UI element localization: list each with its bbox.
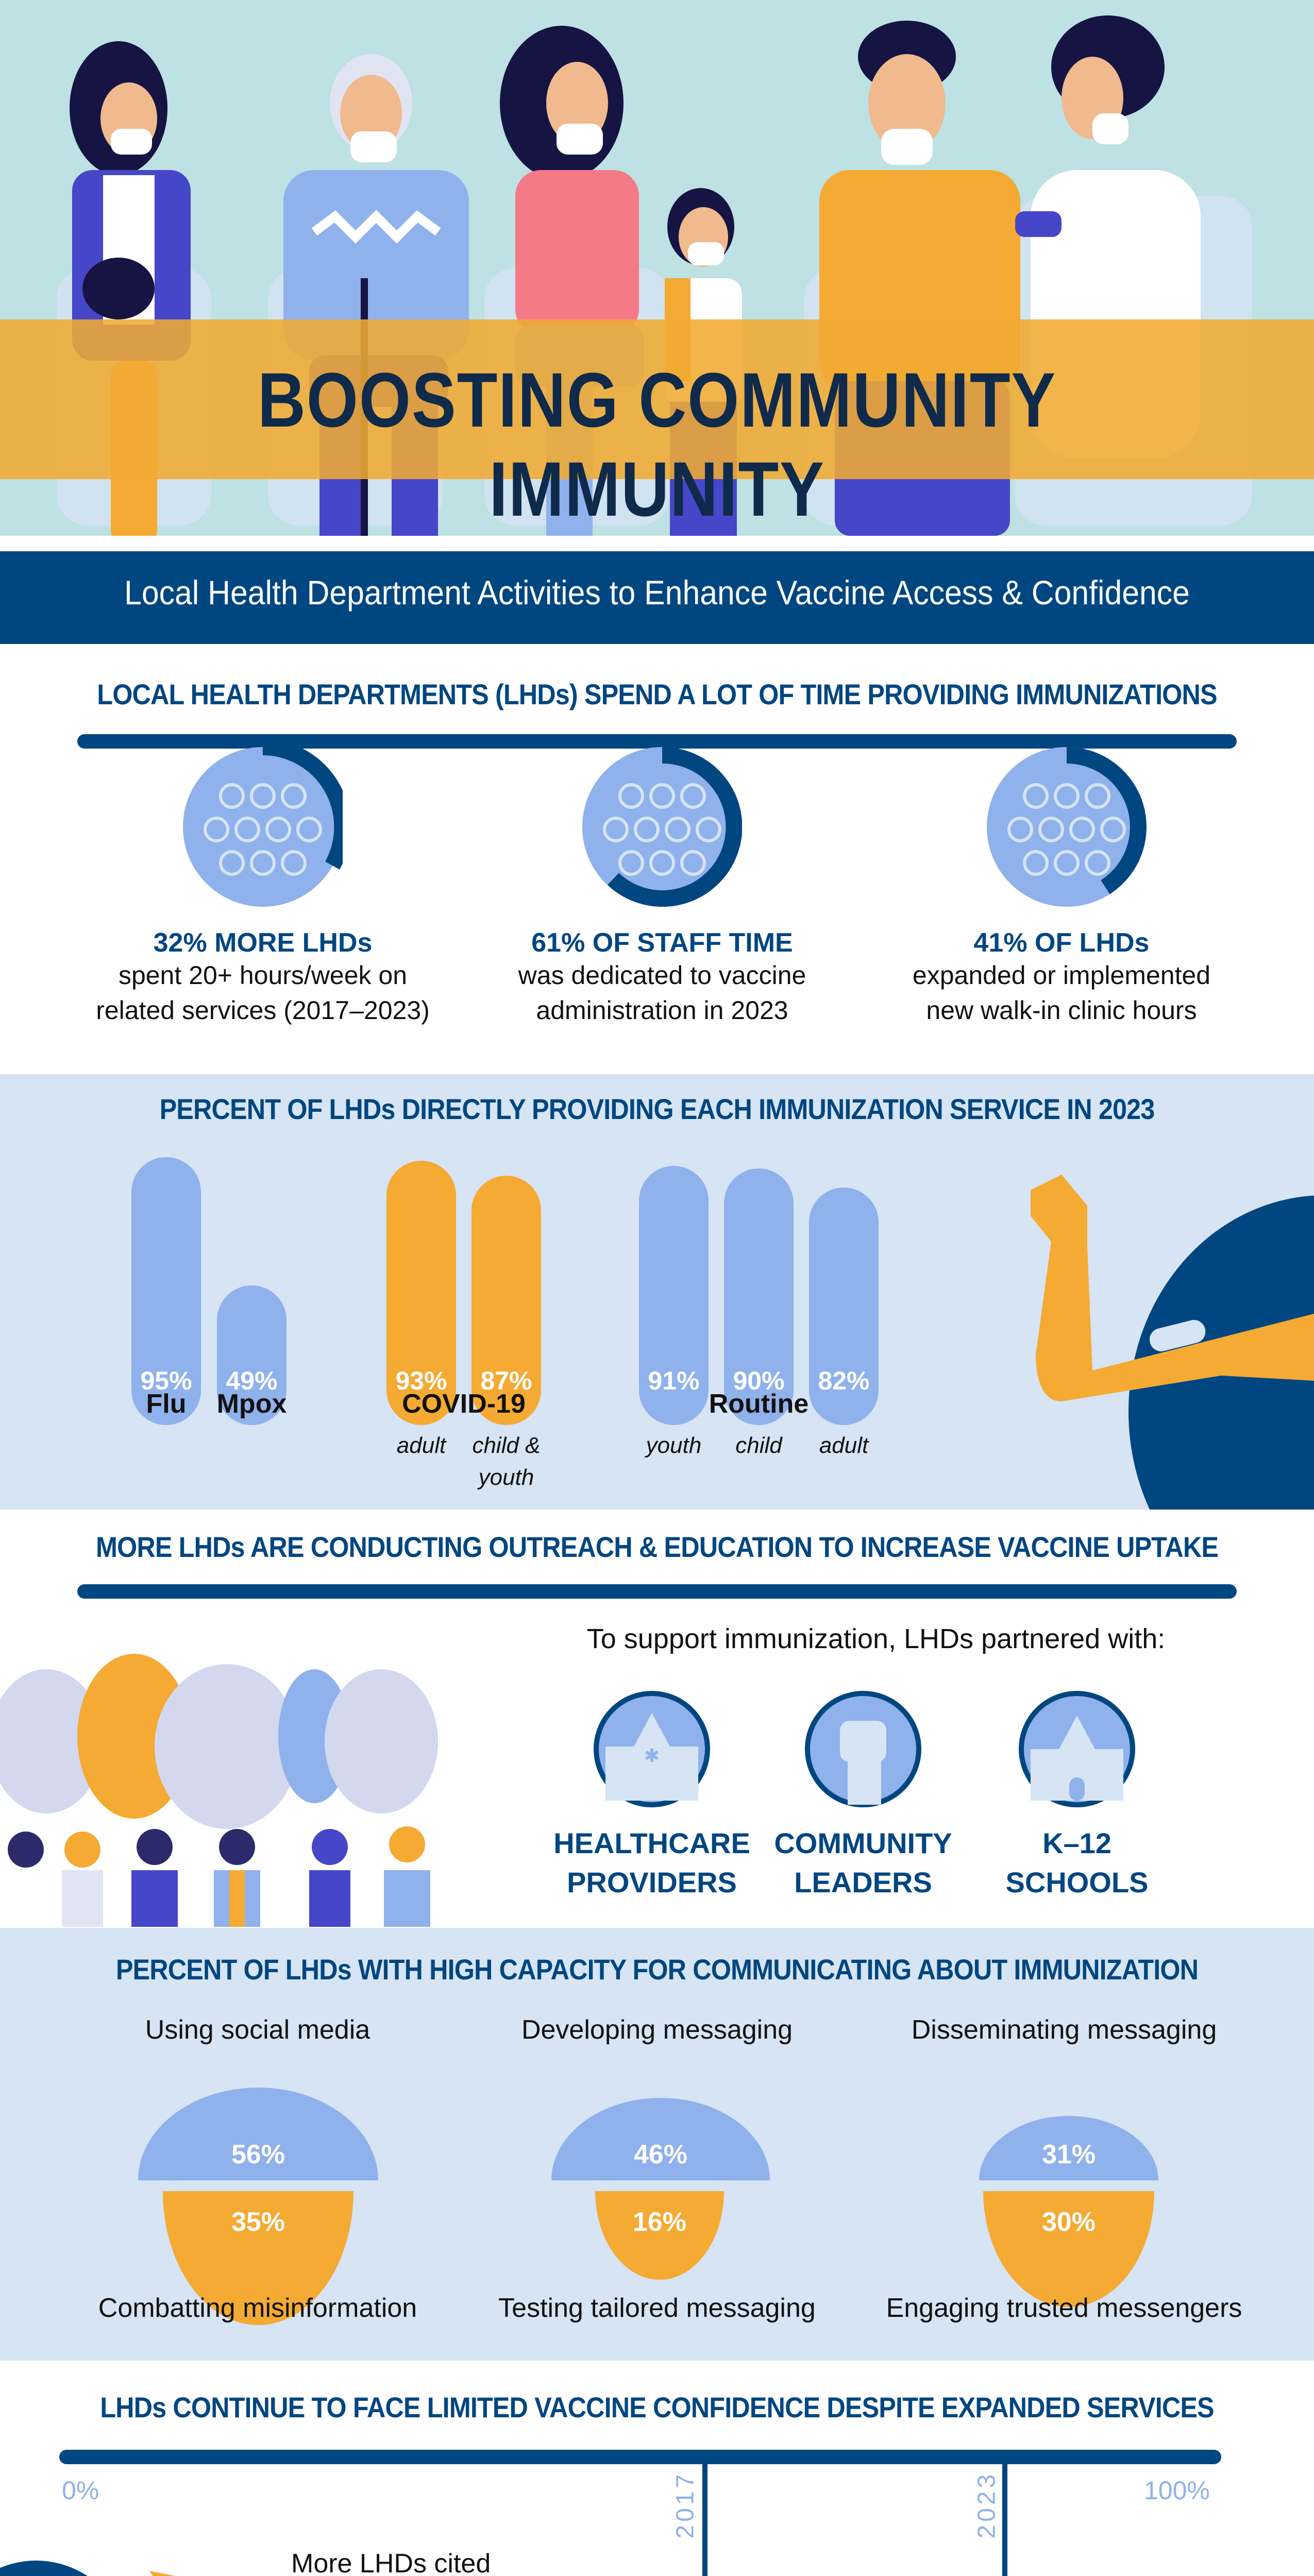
stat-circle-1 bbox=[183, 739, 351, 907]
stat-title: 32% MORE LHDs bbox=[153, 928, 373, 958]
partner-label-healthcare: HEALTHCARE PROVIDERS bbox=[549, 1824, 755, 1902]
raised-fist-icon bbox=[805, 1691, 921, 1807]
section-heading-outreach: MORE LHDs ARE CONDUCTING OUTREACH & EDUC… bbox=[95, 1531, 1219, 1563]
stopwatch-pattern-icon bbox=[582, 747, 743, 907]
category-label-routine: Routine bbox=[709, 1389, 809, 1419]
stat-desc-line: related services (2017–2023) bbox=[96, 995, 430, 1025]
speech-bubbles-people-illustration bbox=[0, 1654, 438, 1927]
subtitle-banner bbox=[0, 551, 1314, 644]
stopwatch-pattern-icon bbox=[183, 739, 351, 907]
vaccinated-arm-icon bbox=[1031, 1175, 1314, 1510]
year-label-2017: 2017 bbox=[671, 2471, 699, 2539]
bar-flu: 95% bbox=[131, 1157, 201, 1425]
capacity-label: Testing tailored messaging bbox=[498, 2293, 816, 2323]
partners-intro: To support immunization, LHDs partnered … bbox=[586, 1623, 1166, 1654]
svg-text:✱: ✱ bbox=[644, 1745, 660, 1767]
stat-circle-3 bbox=[987, 747, 1147, 907]
page-title: BOOSTING COMMUNITY IMMUNITY bbox=[257, 357, 1057, 532]
bar-covid-adult: 93% bbox=[386, 1161, 456, 1425]
capacity-label: Combatting misinformation bbox=[98, 2293, 417, 2323]
capacity-label: Developing messaging bbox=[521, 2015, 793, 2045]
stat-desc-line: administration in 2023 bbox=[536, 995, 788, 1025]
sub-label-line: youth bbox=[478, 1464, 534, 1490]
partner-label-line: HEALTHCARE bbox=[553, 1827, 750, 1859]
stat-title: 61% OF STAFF TIME bbox=[531, 928, 793, 958]
stopwatch-pattern-icon bbox=[987, 747, 1147, 907]
partner-label-line: PROVIDERS bbox=[567, 1866, 737, 1899]
year-label-2023: 2023 bbox=[973, 2471, 1001, 2539]
stat-block-2: 61% OF STAFF TIME was dedicated to vacci… bbox=[456, 927, 868, 1028]
stat-desc-line: expanded or implemented bbox=[912, 961, 1211, 990]
sub-label: child & youth bbox=[464, 1430, 549, 1493]
capacity-value: 31% bbox=[1041, 2140, 1096, 2170]
sub-label: child bbox=[735, 1433, 782, 1458]
capacity-value: 16% bbox=[632, 2207, 687, 2237]
section-heading-capacity: PERCENT OF LHDs WITH HIGH CAPACITY FOR C… bbox=[115, 1953, 1199, 1986]
capacity-label: Disseminating messaging bbox=[911, 2015, 1217, 2045]
axis-min-label: 0% bbox=[62, 2476, 99, 2505]
pin-line-2017 bbox=[702, 2456, 707, 2576]
text-line: More LHDs cited bbox=[291, 2549, 491, 2576]
partner-label-schools: K–12 SCHOOLS bbox=[974, 1824, 1180, 1902]
confidence-axis bbox=[59, 2450, 1221, 2464]
school-icon bbox=[1019, 1691, 1135, 1807]
partner-label-line: COMMUNITY bbox=[774, 1827, 952, 1859]
section-heading-time: LOCAL HEALTH DEPARTMENTS (LHDs) SPEND A … bbox=[97, 678, 1217, 710]
rising-arrow-icon bbox=[0, 2561, 175, 2576]
capacity-label: Engaging trusted messengers bbox=[886, 2293, 1242, 2323]
category-label-covid: COVID-19 bbox=[402, 1389, 526, 1419]
bar-routine-youth: 91% bbox=[639, 1166, 709, 1425]
partner-label-line: K–12 bbox=[1042, 1827, 1111, 1859]
divider-rule bbox=[77, 1584, 1237, 1599]
bar-value: 87% bbox=[480, 1366, 532, 1395]
category-label-flu: Flu bbox=[146, 1389, 187, 1419]
stat-block-3: 41% OF LHDs expanded or implemented new … bbox=[855, 927, 1268, 1028]
bar-value: 49% bbox=[226, 1366, 278, 1395]
bar-value: 93% bbox=[395, 1366, 447, 1395]
capacity-value: 30% bbox=[1041, 2207, 1096, 2237]
sub-label: adult bbox=[396, 1433, 446, 1458]
bar-routine-child: 90% bbox=[724, 1168, 794, 1425]
bar-mpox: 49% bbox=[217, 1285, 287, 1425]
divider-rule bbox=[77, 734, 1237, 749]
stat-title: 41% OF LHDs bbox=[973, 928, 1150, 958]
capacity-label: Using social media bbox=[145, 2015, 370, 2045]
bar-routine-adult: 82% bbox=[809, 1188, 879, 1425]
bar-covid-child-youth: 87% bbox=[471, 1176, 541, 1425]
title-banner bbox=[0, 319, 1314, 479]
page-subtitle: Local Health Department Activities to En… bbox=[124, 573, 1190, 612]
sub-label-line: child & bbox=[472, 1433, 541, 1458]
bar-value: 90% bbox=[733, 1366, 785, 1395]
partner-label-community: COMMUNITY LEADERS bbox=[760, 1824, 966, 1902]
stat-desc-line: new walk-in clinic hours bbox=[926, 995, 1197, 1025]
sub-label: adult bbox=[819, 1433, 869, 1458]
stat-block-1: 32% MORE LHDs spent 20+ hours/week on re… bbox=[57, 927, 469, 1028]
category-label-mpox: Mpox bbox=[216, 1389, 287, 1419]
partner-label-line: SCHOOLS bbox=[1005, 1866, 1149, 1899]
section-heading-confidence: LHDs CONTINUE TO FACE LIMITED VACCINE CO… bbox=[100, 2391, 1214, 2424]
hesitancy-text: More LHDs cited vaccine hesitancy among … bbox=[291, 2545, 561, 2576]
partner-label-line: LEADERS bbox=[794, 1866, 932, 1899]
bar-value: 95% bbox=[140, 1366, 192, 1395]
hospital-icon: ✱ bbox=[594, 1691, 710, 1807]
stat-desc-line: spent 20+ hours/week on bbox=[118, 961, 408, 990]
capacity-value: 35% bbox=[231, 2207, 285, 2237]
section-heading-services: PERCENT OF LHDs DIRECTLY PROVIDING EACH … bbox=[159, 1093, 1155, 1125]
sub-label: youth bbox=[646, 1433, 702, 1458]
stat-desc-line: was dedicated to vaccine bbox=[518, 961, 806, 990]
capacity-value: 56% bbox=[231, 2140, 285, 2170]
pin-line-2023 bbox=[1002, 2456, 1007, 2576]
axis-max-label: 100% bbox=[1144, 2476, 1210, 2505]
capacity-value: 46% bbox=[633, 2140, 688, 2170]
stat-circle-2 bbox=[582, 747, 743, 907]
bar-value: 82% bbox=[818, 1366, 870, 1395]
bar-value: 91% bbox=[648, 1366, 700, 1395]
